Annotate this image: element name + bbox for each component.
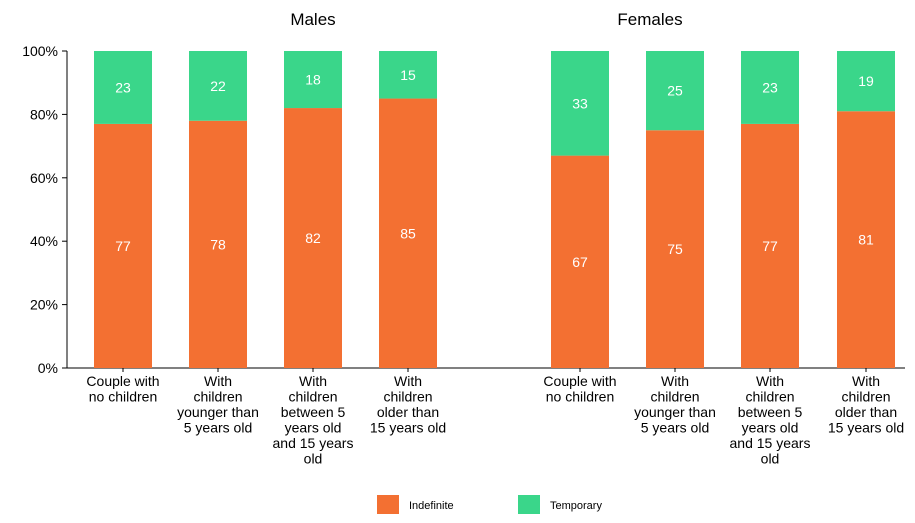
x-tick-label-line: With xyxy=(661,373,689,389)
x-tick-label: With children younger than 5 years old xyxy=(634,373,716,436)
bar-indefinite xyxy=(94,123,152,368)
bar-indefinite xyxy=(379,98,437,369)
x-tick-label-line: Couple with xyxy=(86,373,159,389)
data-label: 19 xyxy=(858,73,874,89)
bar-indefinite xyxy=(646,130,704,368)
x-tick-label-line: 5 years old xyxy=(184,420,252,436)
x-tick-label-line: old xyxy=(304,451,323,467)
x-tick-label-line: younger than xyxy=(634,404,716,420)
bar-temporary xyxy=(551,51,609,156)
bar-temporary xyxy=(837,51,895,112)
y-tick-label: 0% xyxy=(38,360,58,376)
legend: Indefinite Temporary xyxy=(377,495,602,514)
x-tick-label: Couple with no children xyxy=(543,373,616,405)
legend-label: Temporary xyxy=(550,500,602,512)
bar-temporary xyxy=(94,51,152,124)
x-tick-label-line: between 5 xyxy=(738,404,803,420)
x-tick-label-line: With xyxy=(852,373,880,389)
x-tick-label-line: With xyxy=(299,373,327,389)
bar-indefinite xyxy=(837,111,895,368)
bar-temporary xyxy=(284,51,342,109)
x-tick-label-line: older than xyxy=(377,404,439,420)
x-tick-label-line: children xyxy=(650,389,699,405)
y-tick-label: 60% xyxy=(30,170,58,186)
x-tick-label-line: years old xyxy=(742,420,799,436)
data-label: 85 xyxy=(400,225,416,241)
bar-indefinite xyxy=(741,123,799,368)
panel-title: Females xyxy=(617,10,682,29)
x-tick-label-line: no children xyxy=(546,389,615,405)
data-label: 15 xyxy=(400,67,416,83)
x-tick-label-line: children xyxy=(288,389,337,405)
x-tick-label-line: years old xyxy=(285,420,342,436)
data-label: 23 xyxy=(115,79,131,95)
data-label: 67 xyxy=(572,254,588,270)
legend-swatch-indefinite xyxy=(377,495,399,514)
x-tick-label-line: 15 years old xyxy=(828,420,904,436)
x-tick-label-line: children xyxy=(193,389,242,405)
data-label: 23 xyxy=(762,79,778,95)
bar-temporary xyxy=(741,51,799,124)
data-label: 25 xyxy=(667,83,683,99)
x-tick-label-line: younger than xyxy=(177,404,259,420)
x-tick-label-line: children xyxy=(745,389,794,405)
bars xyxy=(94,51,895,369)
data-label: 78 xyxy=(210,236,226,252)
x-tick-label-line: children xyxy=(383,389,432,405)
bar-indefinite xyxy=(284,108,342,368)
panel-title: Males xyxy=(290,10,335,29)
y-tick-label: 100% xyxy=(22,43,58,59)
x-tick-label-line: older than xyxy=(835,404,897,420)
bar-temporary xyxy=(189,51,247,121)
data-label: 77 xyxy=(115,238,131,254)
legend-label: Indefinite xyxy=(409,500,454,512)
x-tick-label-line: and 15 years xyxy=(273,435,354,451)
x-tick-label-line: between 5 xyxy=(281,404,346,420)
data-label: 82 xyxy=(305,230,321,246)
bar-temporary xyxy=(379,51,437,99)
x-tick-label: With children older than 15 years old xyxy=(828,373,904,436)
y-tick-label: 40% xyxy=(30,233,58,249)
x-tick-label-line: With xyxy=(756,373,784,389)
x-tick-label: With children between 5 years old and 15 yea… xyxy=(273,373,354,467)
x-tick-label: With children younger than 5 years old xyxy=(177,373,259,436)
x-tick-label-line: 5 years old xyxy=(641,420,709,436)
y-tick-label: 20% xyxy=(30,297,58,313)
bar-temporary xyxy=(646,51,704,131)
x-tick-label-line: children xyxy=(841,389,890,405)
x-tick-label-line: old xyxy=(761,451,780,467)
bar-indefinite xyxy=(551,155,609,368)
x-tick-label-line: With xyxy=(204,373,232,389)
x-tick-label: With children between 5 years old and 15 yea… xyxy=(730,373,811,467)
y-tick-label: 80% xyxy=(30,106,58,122)
x-tick-label: With children older than 15 years old xyxy=(370,373,446,436)
data-label: 22 xyxy=(210,78,226,94)
bar-indefinite xyxy=(189,120,247,369)
data-label: 75 xyxy=(667,241,683,257)
x-tick-label-line: and 15 years xyxy=(730,435,811,451)
data-label: 33 xyxy=(572,95,588,111)
x-tick-label-line: Couple with xyxy=(543,373,616,389)
x-tick-label-line: With xyxy=(394,373,422,389)
data-label: 81 xyxy=(858,232,874,248)
data-label: 18 xyxy=(305,72,321,88)
legend-swatch-temporary xyxy=(518,495,540,514)
x-tick-label-line: no children xyxy=(89,389,158,405)
x-tick-label: Couple with no children xyxy=(86,373,159,405)
data-label: 77 xyxy=(762,238,778,254)
x-tick-label-line: 15 years old xyxy=(370,420,446,436)
